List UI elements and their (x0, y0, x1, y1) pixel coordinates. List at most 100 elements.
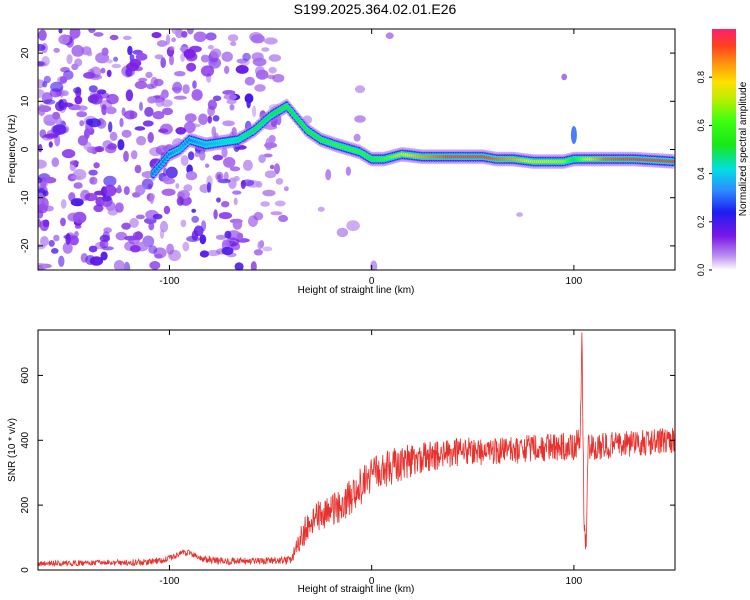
spectrogram-noise-cell (101, 104, 107, 116)
spectrogram-noise-cell (275, 178, 284, 185)
spectrogram-noise-cell (207, 105, 216, 117)
spectrogram-noise-cell (252, 57, 267, 67)
y-tick-label: 600 (20, 367, 31, 384)
spectrogram-noise-cell (129, 245, 141, 253)
spectrogram-noise-cell (166, 166, 178, 179)
spectrogram-noise-cell (229, 104, 235, 111)
spectrogram-noise-cell (111, 63, 122, 69)
spectrogram-noise-cell (135, 184, 146, 196)
spectrogram-noise-cell (38, 218, 41, 228)
spectrogram-noise-cell (127, 45, 133, 56)
spectrogram-noise-cell (204, 163, 210, 168)
spectrogram-noise-cell (88, 245, 98, 253)
spectrogram-noise-cell (182, 84, 190, 94)
spectrogram-noise-cell (232, 219, 243, 230)
spectrogram-noise-cell (135, 214, 145, 220)
spectrogram-noise-cell (38, 61, 45, 67)
spectrogram-noise-cell (224, 230, 232, 239)
spectrogram-noise-cell (191, 89, 203, 101)
spectrogram-noise-cell (70, 175, 82, 180)
x-tick-label: 100 (566, 276, 583, 287)
spectrogram-noise-cell (50, 81, 64, 92)
spectrogram-noise-cell (88, 169, 98, 176)
spectrogram-noise-cell (121, 222, 131, 230)
spectrogram-noise-cell (101, 195, 112, 202)
spectrogram-noise-cell (226, 99, 237, 105)
spectrogram-x-axis: -100 0 100 (159, 29, 583, 287)
spectrogram-noise-cell (263, 153, 273, 158)
spectrogram-noise-cell (187, 151, 195, 161)
spectrogram-noise-cell (175, 183, 180, 189)
spectrogram-noise-cell (354, 115, 366, 123)
spectrogram-noise-cell (38, 262, 47, 270)
spectrogram-noise-cell (233, 175, 240, 182)
spectrogram-noise-cell (103, 175, 117, 187)
spectrogram-noise-cell (385, 32, 394, 39)
spectrogram-noise-cell (212, 154, 223, 161)
spectrogram-noise-cell (221, 147, 228, 158)
spectrogram-noise-cell (222, 90, 236, 95)
spectrogram-noise-cell (264, 170, 277, 179)
spectrogram-noise-cell (175, 127, 187, 135)
spectrogram-noise-cell (229, 166, 241, 172)
spectrogram-noise-cell (162, 107, 173, 116)
spectrogram-noise-cell (152, 213, 163, 220)
spectrogram-noise-cell (42, 190, 49, 197)
spectrogram-noise-cell (212, 95, 222, 102)
spectrogram-y-label: Frequency (Hz) (7, 115, 18, 184)
y-tick-label: 400 (20, 431, 31, 448)
spectrogram-noise-cell (561, 73, 568, 81)
y-tick-label: 0 (20, 146, 31, 152)
spectrogram-noise-cell (71, 45, 85, 57)
spectrogram-noise-cell (173, 95, 187, 100)
spectrogram-noise-cell (163, 205, 171, 215)
spectrogram-noise-cell (105, 106, 117, 115)
spectrogram-noise-cell (117, 139, 125, 151)
spectrogram-noise-cell (278, 214, 289, 223)
spectrogram-noise-cell (213, 209, 218, 220)
spectrogram-noise-cell (100, 67, 106, 74)
spectrogram-noise-cell (269, 164, 275, 170)
spectrogram-noise-cell (39, 219, 49, 232)
spectrogram-noise-cell (85, 118, 94, 126)
spectrogram-noise-cell (223, 93, 237, 100)
spectrogram-noise-cell (260, 201, 270, 207)
spectrogram-noise-cell (41, 197, 49, 210)
spectrogram-noise-cell (221, 201, 230, 208)
spectrogram-noise-cell (94, 146, 105, 153)
spectrogram-noise-cell (58, 29, 63, 34)
spectrogram-noise-cell (115, 231, 128, 241)
spectrogram-noise-cell (109, 131, 118, 141)
spectrogram-noise-cell (73, 182, 83, 189)
spectrogram-noise-cell (44, 121, 55, 126)
spectrogram-noise-cell (122, 35, 132, 41)
y-tick-label: 0 (20, 567, 31, 573)
spectrogram-noise-cell (134, 164, 142, 174)
spectrogram-flare (570, 126, 577, 144)
spectrogram-noise-cell (71, 63, 79, 70)
spectrogram-noise-cell (51, 157, 60, 168)
colorbar-gradient (712, 29, 736, 270)
spectrogram-noise-cell (160, 57, 166, 69)
spectrogram-noise-cell (194, 151, 200, 158)
spectrogram-noise-cell (218, 212, 232, 220)
spectrogram-noise-cell (144, 106, 154, 117)
snr-x-label: Height of straight line (km) (298, 584, 415, 595)
snr-series-line (38, 332, 675, 567)
spectrogram-x-label: Height of straight line (km) (298, 285, 415, 296)
spectrogram-noise-cell (191, 230, 199, 241)
spectrogram-noise-cell (152, 111, 165, 120)
spectrogram-noise-cell (86, 50, 93, 57)
spectrogram-noise-cell (234, 262, 244, 270)
spectrogram-noise-cell (134, 126, 146, 131)
spectrogram-noise-cell (192, 80, 197, 89)
y-tick-label: 10 (20, 95, 31, 107)
y-tick-label: 20 (20, 47, 31, 59)
spectrogram-noise-cell (58, 255, 65, 267)
spectrogram-noise-cell (113, 56, 119, 62)
spectrogram-noise-cell (182, 241, 190, 252)
spectrogram-noise-cell (264, 37, 278, 45)
spectrogram-noise-cell (325, 169, 332, 181)
spectrogram-noise-cell (108, 121, 113, 133)
